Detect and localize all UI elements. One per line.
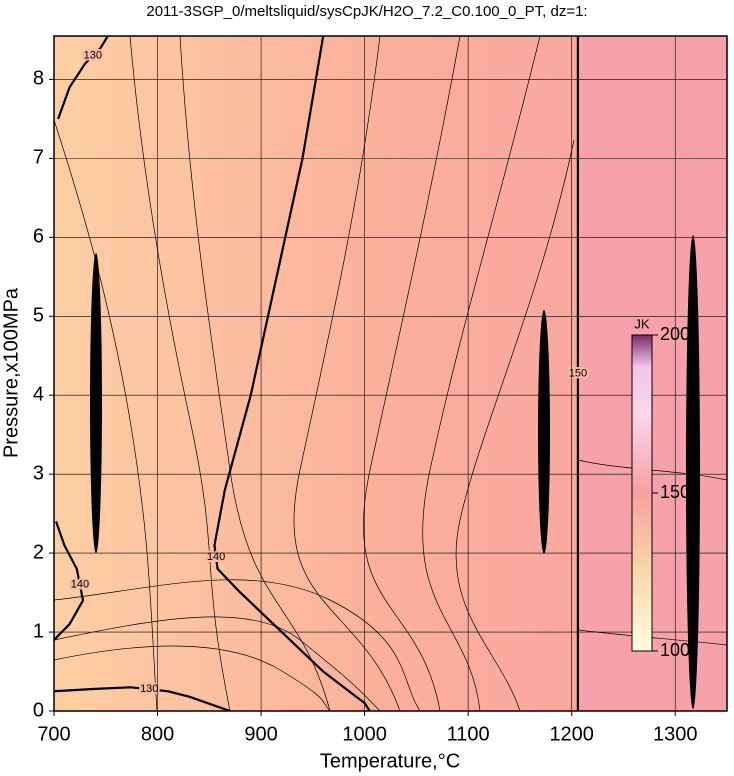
- colorbar-tick-label: 100: [660, 640, 690, 660]
- colorbar-ramp: [631, 334, 653, 652]
- y-tick-label: 5: [33, 305, 44, 327]
- spike: [686, 235, 700, 709]
- y-tick-label: 0: [33, 699, 44, 721]
- thin-contour: [362, 36, 461, 711]
- axes: 700 800 900 1000 1100 1200 1300 0 1 2 3 4 5 6 7 8: [33, 36, 727, 745]
- y-axis-label: Pressure,x100MPa: [0, 287, 22, 458]
- thin-contour: [129, 36, 231, 711]
- contour-label: 140: [71, 579, 89, 591]
- x-tick-label: 900: [244, 723, 277, 745]
- colorbar-tick-label: 200: [660, 324, 690, 344]
- contour-label: 130: [140, 683, 158, 695]
- contour-label: 140: [207, 551, 225, 563]
- colorbar-label: JK: [634, 316, 650, 331]
- contour-line: [57, 36, 109, 120]
- y-tick-label: 8: [33, 68, 44, 90]
- colorbar-tick-label: 150: [660, 482, 690, 502]
- colorbar: JK 100 150 200: [631, 316, 690, 660]
- y-tick-label: 3: [33, 462, 44, 484]
- x-tick-label: 800: [141, 723, 174, 745]
- x-tick-label: 1000: [342, 723, 387, 745]
- spikes: [90, 235, 700, 709]
- y-tick-label: 2: [33, 541, 44, 563]
- x-tick-label: 1300: [653, 723, 698, 745]
- y-tick-label: 1: [33, 620, 44, 642]
- thin-contour: [54, 645, 331, 711]
- x-axis-label: Temperature,°C: [320, 750, 460, 772]
- thin-contour: [179, 36, 331, 711]
- contour-line: [54, 521, 85, 641]
- x-tick-label: 700: [37, 723, 70, 745]
- spike: [90, 253, 102, 553]
- y-tick-label: 7: [33, 147, 44, 169]
- y-tick-label: 6: [33, 226, 44, 248]
- plot-area: 140 150 130 130 140: [54, 36, 727, 711]
- contour-line: [213, 36, 371, 711]
- contour-line: [54, 686, 231, 711]
- thin-contour: [422, 36, 541, 711]
- thin-contour: [54, 119, 158, 711]
- x-tick-label: 1100: [447, 723, 490, 745]
- chart-title: 2011-3SGP_0/meltsliquid/sysCpJK/H2O_7.2_…: [146, 3, 587, 20]
- thin-contour: [54, 579, 421, 711]
- x-tick-label: 1200: [549, 723, 594, 745]
- thin-contour: [293, 36, 401, 711]
- contours: 140 150 130 130 140: [54, 36, 589, 711]
- contour-label: 150: [569, 367, 587, 379]
- y-tick-label: 4: [33, 383, 44, 405]
- contour-label: 130: [84, 50, 102, 62]
- thin-contour: [455, 139, 575, 711]
- thin-contour: [54, 616, 381, 711]
- spike: [538, 310, 550, 554]
